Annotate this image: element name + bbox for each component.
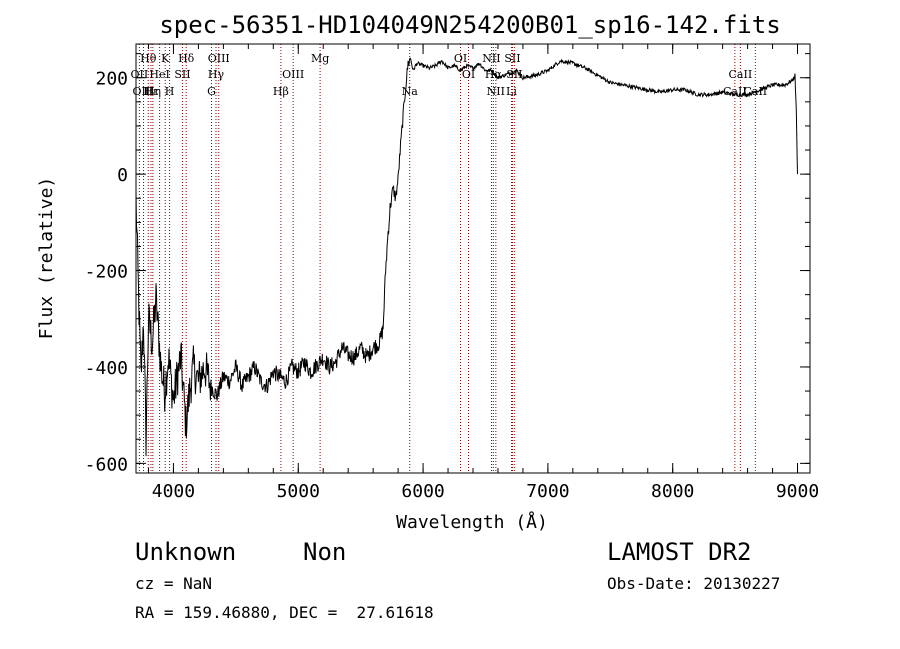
observation-date: Obs-Date: 20130227: [607, 574, 781, 593]
y-tick-label-3: 0: [117, 165, 128, 186]
line-marker-label-9: Hδ: [178, 52, 195, 65]
x-tick-label-5: 9000: [776, 481, 819, 502]
x-tick-label-2: 6000: [401, 481, 444, 502]
line-marker-label-21: NII: [487, 85, 505, 98]
line-marker-label-7: H: [165, 85, 175, 98]
line-marker-label-12: G: [207, 85, 216, 98]
x-tick-label-0: 4000: [152, 481, 195, 502]
x-tick-label-1: 5000: [277, 481, 320, 502]
line-marker-label-2: OIII: [132, 85, 154, 98]
y-tick-label-0: -600: [85, 454, 128, 475]
y-tick-label-4: 200: [95, 69, 128, 90]
line-marker-label-25: CaII: [729, 68, 753, 81]
spectrum-line-0: [135, 57, 798, 457]
line-marker-label-18: OI: [462, 68, 475, 81]
spectrum-series: [135, 57, 798, 457]
y-axis-label: Flux (relative): [36, 177, 57, 340]
line-marker-label-4: Hη: [145, 85, 161, 98]
x-tick-label-4: 8000: [651, 481, 694, 502]
x-tick-label-3: 7000: [526, 481, 569, 502]
y-axis: -600 -400 -200 0 200: [85, 53, 810, 475]
x-axis: 4000 5000 6000 7000 8000 9000: [147, 44, 819, 502]
line-marker-label-16: Na: [402, 85, 419, 98]
plot-frame: [135, 43, 811, 474]
line-marker-label-1: OII: [131, 68, 149, 81]
line-marker-label-3: Hε: [143, 85, 159, 98]
y-tick-label-1: -400: [85, 358, 128, 379]
line-marker-label-14: Hβ: [273, 85, 289, 98]
line-marker-label-24: Li: [506, 85, 517, 98]
line-marker-label-6: K: [161, 52, 170, 65]
line-marker-label-23: SII: [506, 68, 522, 81]
line-marker-label-0: Hθ: [140, 52, 157, 65]
line-marker-label-17: OI: [454, 52, 467, 65]
line-marker-label-19: NII: [482, 52, 500, 65]
sky-coordinates: RA = 159.46880, DEC = 27.61618: [135, 603, 434, 622]
x-axis-label: Wavelength (Å): [396, 511, 548, 533]
y-tick-label-2: -200: [85, 262, 128, 283]
redshift-value: cz = NaN: [135, 574, 213, 593]
survey-name: LAMOST DR2: [607, 538, 752, 566]
line-marker-label-10: OIII: [208, 52, 230, 65]
line-marker-label-5: HeI: [149, 68, 169, 81]
line-marker-label-11: Hγ: [208, 68, 225, 81]
chart-title: spec-56351-HD104049N254200B01_sp16-142.f…: [159, 11, 780, 39]
line-marker-label-8: SII: [174, 68, 190, 81]
line-marker-label-13: OIII: [282, 68, 304, 81]
object-class: Unknown: [135, 538, 237, 566]
line-marker-label-22: SII: [504, 52, 520, 65]
object-subclass: Non: [303, 538, 347, 566]
line-marker-label-15: Mg: [311, 52, 329, 65]
